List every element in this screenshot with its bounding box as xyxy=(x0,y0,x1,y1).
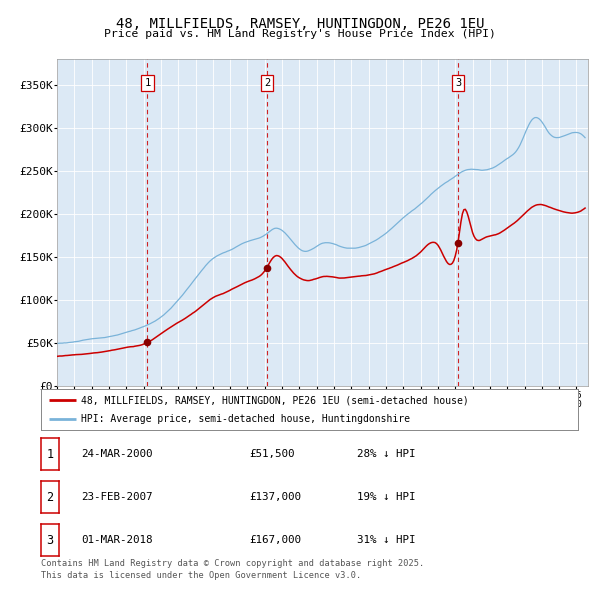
Text: 1: 1 xyxy=(145,78,151,88)
Text: 19% ↓ HPI: 19% ↓ HPI xyxy=(357,492,415,502)
Text: £137,000: £137,000 xyxy=(249,492,301,502)
Text: 28% ↓ HPI: 28% ↓ HPI xyxy=(357,449,415,459)
Text: 24-MAR-2000: 24-MAR-2000 xyxy=(81,449,152,459)
Text: Price paid vs. HM Land Registry's House Price Index (HPI): Price paid vs. HM Land Registry's House … xyxy=(104,29,496,39)
Text: 3: 3 xyxy=(455,78,461,88)
Text: 48, MILLFIELDS, RAMSEY, HUNTINGDON, PE26 1EU (semi-detached house): 48, MILLFIELDS, RAMSEY, HUNTINGDON, PE26… xyxy=(81,395,469,405)
Text: 2: 2 xyxy=(46,490,53,504)
Text: £167,000: £167,000 xyxy=(249,535,301,545)
Text: Contains HM Land Registry data © Crown copyright and database right 2025.
This d: Contains HM Land Registry data © Crown c… xyxy=(41,559,424,580)
Text: 1: 1 xyxy=(46,447,53,461)
Text: 48, MILLFIELDS, RAMSEY, HUNTINGDON, PE26 1EU: 48, MILLFIELDS, RAMSEY, HUNTINGDON, PE26… xyxy=(116,17,484,31)
Text: £51,500: £51,500 xyxy=(249,449,295,459)
Text: 3: 3 xyxy=(46,533,53,547)
Text: 31% ↓ HPI: 31% ↓ HPI xyxy=(357,535,415,545)
Text: 2: 2 xyxy=(264,78,271,88)
Text: 01-MAR-2018: 01-MAR-2018 xyxy=(81,535,152,545)
Text: HPI: Average price, semi-detached house, Huntingdonshire: HPI: Average price, semi-detached house,… xyxy=(81,414,410,424)
Text: 23-FEB-2007: 23-FEB-2007 xyxy=(81,492,152,502)
